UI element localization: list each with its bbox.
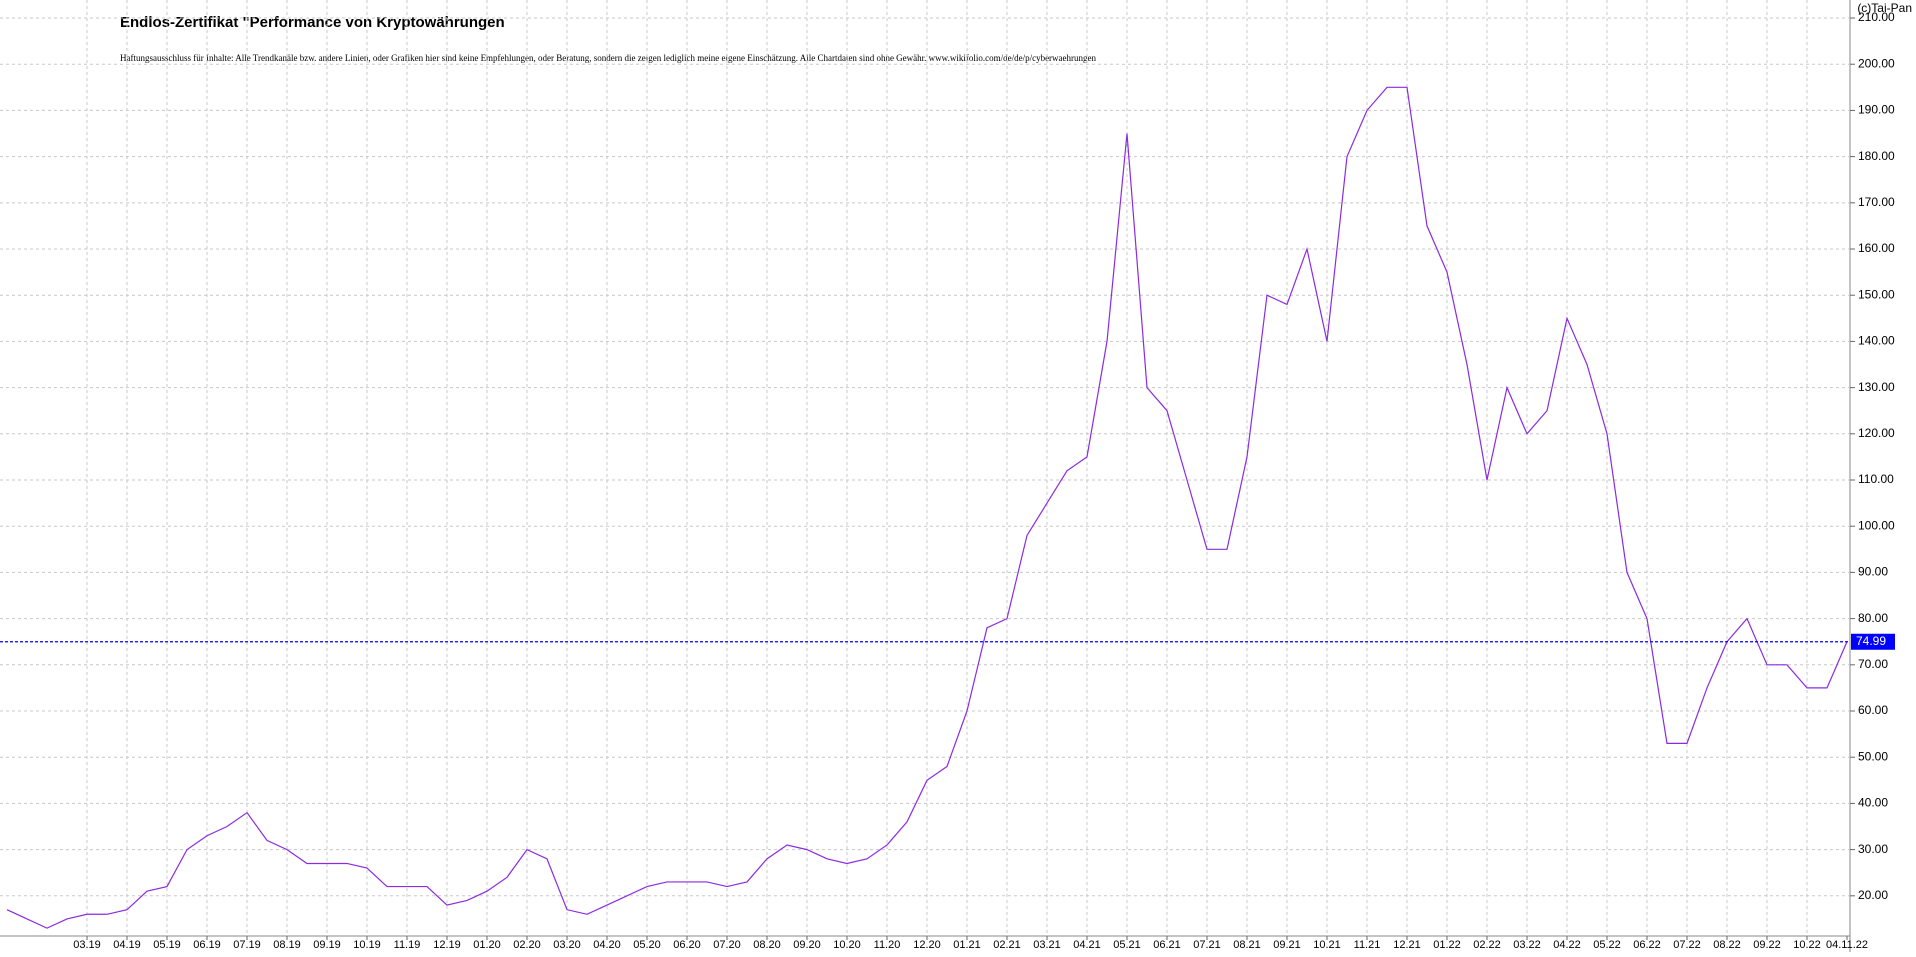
y-tick-label: 70.00 [1858, 657, 1888, 671]
x-tick-label: 11.20 [874, 939, 901, 951]
x-tick-label: 04.11.22 [1826, 939, 1868, 951]
x-tick-label: 10.19 [353, 939, 381, 951]
x-tick-label: 04.19 [113, 939, 141, 951]
y-tick-label: 60.00 [1858, 703, 1888, 717]
y-tick-label: 100.00 [1858, 518, 1895, 532]
y-tick-label: 140.00 [1858, 334, 1895, 348]
x-tick-label: 03.21 [1033, 939, 1061, 951]
x-tick-label: 12.21 [1393, 939, 1421, 951]
x-tick-label: 07.19 [233, 939, 261, 951]
y-tick-label: 50.00 [1858, 749, 1888, 763]
x-tick-label: 08.21 [1233, 939, 1261, 951]
y-tick-label: 180.00 [1858, 149, 1895, 163]
x-tick-label: 06.21 [1153, 939, 1181, 951]
x-tick-label: 07.21 [1193, 939, 1221, 951]
x-tick-label: 09.20 [793, 939, 821, 951]
x-tick-label: 02.22 [1473, 939, 1501, 951]
x-tick-label: 02.20 [513, 939, 541, 951]
x-tick-label: 08.22 [1713, 939, 1741, 951]
x-tick-label: 01.21 [953, 939, 981, 951]
x-tick-label: 08.20 [753, 939, 781, 951]
y-tick-label: 90.00 [1858, 565, 1888, 579]
x-tick-label: 11.21 [1354, 939, 1381, 951]
x-tick-label: 07.22 [1673, 939, 1701, 951]
x-tick-label: 04.22 [1553, 939, 1581, 951]
current-value-label: 74.99 [1856, 634, 1886, 648]
x-tick-label: 11.19 [394, 939, 421, 951]
x-tick-label: 07.20 [713, 939, 741, 951]
y-tick-label: 30.00 [1858, 842, 1888, 856]
x-tick-label: 12.19 [433, 939, 461, 951]
x-tick-label: 02.21 [993, 939, 1021, 951]
y-tick-label: 170.00 [1858, 195, 1895, 209]
y-tick-label: 20.00 [1858, 888, 1888, 902]
x-tick-label: 08.19 [273, 939, 301, 951]
x-tick-label: 04.21 [1073, 939, 1101, 951]
x-tick-label: 10.21 [1313, 939, 1341, 951]
x-tick-label: 10.20 [833, 939, 861, 951]
y-tick-label: 40.00 [1858, 796, 1888, 810]
subtitle: Haftungsausschluss für Inhalte: Alle Tre… [120, 53, 1097, 63]
x-tick-label: 01.20 [473, 939, 501, 951]
y-tick-label: 130.00 [1858, 380, 1895, 394]
y-tick-label: 190.00 [1858, 103, 1895, 117]
x-tick-label: 05.21 [1113, 939, 1141, 951]
x-tick-label: 09.21 [1273, 939, 1301, 951]
x-tick-label: 06.20 [673, 939, 701, 951]
y-tick-label: 160.00 [1858, 241, 1895, 255]
y-tick-label: 80.00 [1858, 611, 1888, 625]
x-tick-label: 10.22 [1793, 939, 1821, 951]
current-value-box [1851, 633, 1895, 650]
x-tick-label: 12.20 [913, 939, 941, 951]
x-tick-label: 05.20 [633, 939, 661, 951]
x-tick-label: 03.20 [553, 939, 581, 951]
chart-title: Endlos-Zertifikat "Performance von Krypt… [120, 14, 505, 31]
x-tick-label: 04.20 [593, 939, 621, 951]
x-tick-label: 05.22 [1593, 939, 1621, 951]
x-tick-label: 03.22 [1513, 939, 1541, 951]
x-tick-label: 01.22 [1433, 939, 1461, 951]
x-tick-label: 05.19 [153, 939, 181, 951]
y-tick-label: 210.00 [1858, 10, 1895, 24]
y-tick-label: 150.00 [1858, 287, 1895, 301]
price-line [6, 86, 1848, 929]
y-tick-label: 110.00 [1858, 472, 1894, 486]
x-tick-label: 06.22 [1633, 939, 1661, 951]
y-tick-label: 200.00 [1858, 56, 1895, 70]
x-tick-label: 09.19 [313, 939, 341, 951]
x-tick-label: 03.19 [73, 939, 101, 951]
source: (c)Tai-Pan [1857, 1, 1912, 15]
x-tick-label: 09.22 [1753, 939, 1781, 951]
y-tick-label: 120.00 [1858, 426, 1895, 440]
x-tick-label: 06.19 [193, 939, 221, 951]
